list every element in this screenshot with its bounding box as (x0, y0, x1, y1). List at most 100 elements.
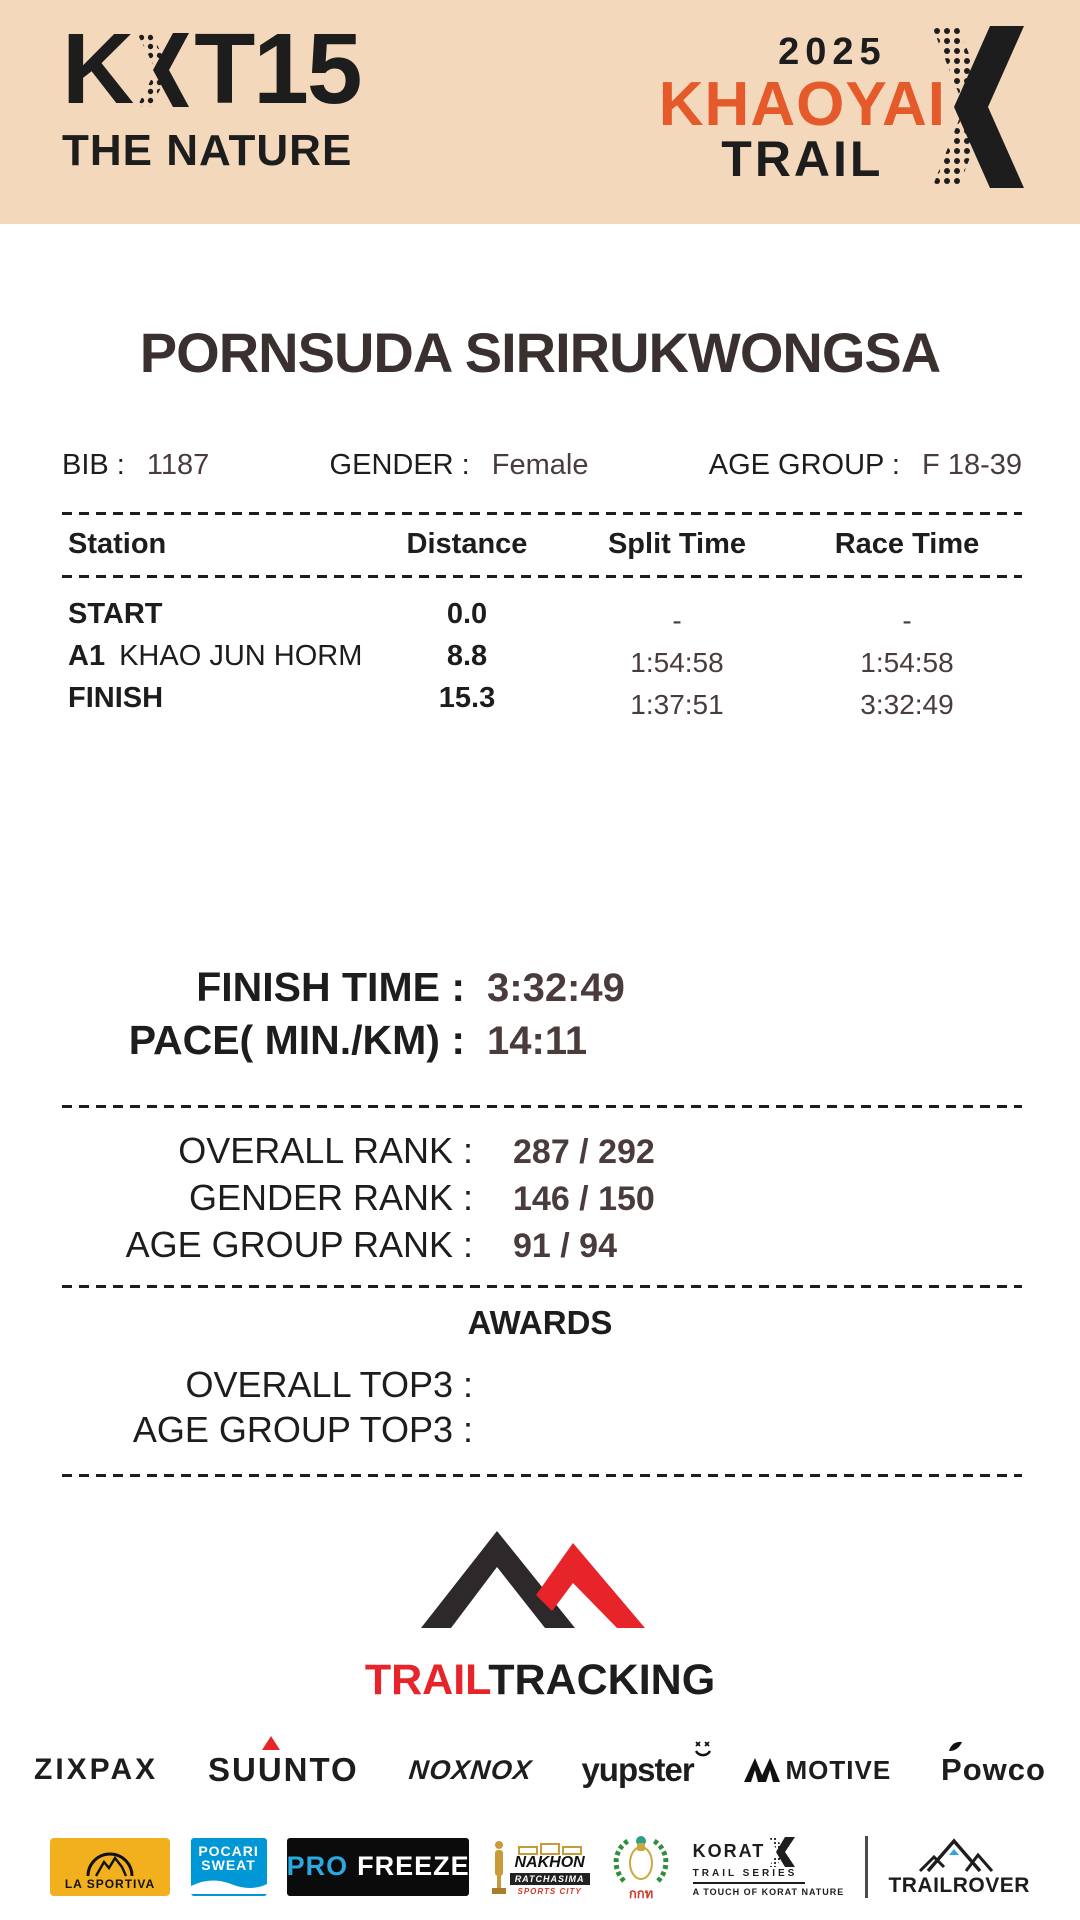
pace-label: PACE( MIN./KM) : (128, 1017, 465, 1063)
kxt15-k: K (62, 13, 134, 125)
pace-value: 14:11 (487, 1019, 588, 1063)
age-group-rank-row: AGE GROUP RANK : 91 / 94 (0, 1222, 1080, 1269)
sports-authority-emblem: กกท (610, 1833, 672, 1900)
yupster-wordmark: yupster (581, 1751, 694, 1788)
divider (62, 1105, 1022, 1108)
khaoyai-text-block: 2025 KHAOYAI TRAIL (659, 31, 946, 184)
sat-thai-text: กกท (628, 1886, 654, 1901)
summary-block: FINISH TIME : 3:32:49 PACE( MIN./KM) : 1… (0, 961, 1080, 1067)
station-name: FINISH (68, 682, 164, 714)
age-group-value: F 18-39 (922, 449, 1022, 481)
sponsor-row-2: LA SPORTIVA POCARI SWEAT PRO FREEZE (50, 1833, 1030, 1900)
motive-wordmark: MOTIVE (785, 1754, 892, 1785)
age-group-top3-label: AGE GROUP TOP3 : (132, 1409, 473, 1450)
la-sportiva-mountain-icon (86, 1852, 134, 1877)
age-group-label: AGE GROUP : (708, 449, 900, 481)
pocari-sweat-logo: POCARI SWEAT (190, 1837, 267, 1896)
powco-logo: Powco (941, 1741, 1046, 1788)
kxt15-subtitle: THE NATURE (62, 126, 353, 175)
table-row-start: START 0.0 - - (62, 598, 1022, 636)
race-time-value: 1:54:58 (860, 647, 954, 678)
yupster-logo: yupster (581, 1741, 711, 1789)
bib-field: BIB : 1187 (62, 449, 209, 482)
nakhon-gate-icon (517, 1842, 582, 1855)
runner-name: PORNSUDA SIRIRUKWONGSA (139, 321, 941, 384)
khaoyai-trail-logo: 2025 KHAOYAI TRAIL (659, 26, 1024, 188)
table-row-a1: A1 KHAO JUN HORM 8.8 1:54:58 1:54:58 (62, 640, 1022, 678)
gender-value: Female (491, 449, 589, 481)
trailtracking-logo: TRAILTRACKING (0, 1527, 1080, 1705)
kxt15-logo: K T15 THE NATURE (62, 13, 363, 176)
suunto-wordmark: SUUNTO (207, 1751, 359, 1788)
korat-wordmark: KORAT (692, 1841, 766, 1861)
la-sportiva-logo: LA SPORTIVA (50, 1837, 170, 1896)
trailtracking-tracking: TRACKING (488, 1656, 716, 1704)
nakhon-line1: NAKHON (514, 1853, 585, 1871)
station-code: A1 (68, 640, 106, 672)
age-group-field: AGE GROUP : F 18-39 (709, 449, 1022, 482)
motive-icon (743, 1758, 780, 1782)
pace-row: PACE( MIN./KM) : 14:11 (0, 1014, 1080, 1067)
divider (62, 1285, 1022, 1288)
nakhon-line2: RATCHASIMA (509, 1872, 590, 1885)
trailtracking-trail: TRAIL (364, 1656, 489, 1704)
divider (62, 1474, 1022, 1477)
pocari-wave-icon (190, 1879, 267, 1894)
khaoyai-name: KHAOYAI (658, 69, 946, 139)
finish-time-label: FINISH TIME : (196, 964, 465, 1010)
age-group-rank-value: 91 / 94 (513, 1227, 617, 1265)
column-split-time: Split Time (607, 528, 747, 560)
trailrover-mountains-icon (919, 1838, 994, 1873)
vertical-divider (864, 1835, 868, 1898)
overall-top3-row: OVERALL TOP3 : (0, 1362, 1080, 1407)
motive-logo: MOTIVE (743, 1754, 892, 1786)
race-time-value: - (902, 605, 912, 636)
overall-rank-label: OVERALL RANK : (178, 1130, 473, 1171)
nakhon-statue-icon (491, 1840, 506, 1894)
overall-rank-row: OVERALL RANK : 287 / 292 (0, 1128, 1080, 1175)
event-header: K T15 THE NATURE 2025 KHAOYAI TRAI (0, 0, 1080, 224)
age-group-rank-label: AGE GROUP RANK : (125, 1224, 473, 1265)
khaoyai-x-icon (932, 26, 1024, 188)
yupster-smiley-icon (694, 1741, 711, 1757)
korat-trail-series-logo: KORAT TRAIL SERIES A TOUCH OF KORAT NATU… (692, 1836, 845, 1897)
column-race-time: Race Time (834, 528, 980, 560)
gender-rank-row: GENDER RANK : 146 / 150 (0, 1175, 1080, 1222)
overall-rank-value: 287 / 292 (513, 1133, 655, 1171)
korat-rule (692, 1881, 805, 1884)
distance-value: 8.8 (446, 640, 488, 672)
pocari-line1: POCARI (198, 1842, 259, 1859)
awards-block: OVERALL TOP3 : AGE GROUP TOP3 : (0, 1362, 1080, 1452)
gender-field: GENDER : Female (330, 449, 589, 482)
awards-title: AWARDS (467, 1304, 613, 1341)
distance-value: 0.0 (446, 598, 488, 630)
table-row-finish: FINISH 15.3 1:37:51 3:32:49 (62, 682, 1022, 720)
split-time-value: - (672, 605, 682, 636)
bib-value: 1187 (146, 449, 210, 481)
pro-freeze-logo: PRO FREEZE (287, 1837, 470, 1896)
korat-tagline: A TOUCH OF KORAT NATURE (692, 1886, 845, 1897)
split-time-value: 1:37:51 (630, 689, 724, 720)
gender-rank-label: GENDER RANK : (188, 1177, 473, 1218)
gender-label: GENDER : (329, 449, 470, 481)
race-time-value: 3:32:49 (860, 689, 954, 720)
trailrover-logo: TRAILROVER (888, 1835, 1030, 1898)
divider (62, 512, 1022, 515)
noxnox-logo: NOXNOX (407, 1754, 534, 1785)
runner-info-row: BIB : 1187 GENDER : Female AGE GROUP : F… (62, 449, 1022, 482)
gender-rank-value: 146 / 150 (513, 1180, 655, 1218)
khaoyai-trail: TRAIL (721, 130, 884, 187)
trailrover-wordmark: TRAILROVER (888, 1874, 1030, 1897)
kxt15-t15: T15 (194, 13, 362, 125)
suunto-logo: SUUNTO (207, 1736, 359, 1789)
column-distance: Distance (406, 528, 528, 560)
sat-wreath-icon (613, 1836, 669, 1883)
nakhon-line3: SPORTS CITY (517, 1886, 582, 1896)
overall-top3-label: OVERALL TOP3 : (185, 1364, 473, 1405)
splits-table-body: START 0.0 - - A1 KHAO JUN HORM 8.8 1:54:5… (0, 598, 1080, 720)
khaoyai-year: 2025 (778, 30, 887, 73)
finish-time-row: FINISH TIME : 3:32:49 (0, 961, 1080, 1014)
nakhon-ratchasima-logo: NAKHON RATCHASIMA SPORTS CITY (490, 1838, 590, 1896)
pro-freeze-freeze: FREEZE (357, 1851, 470, 1881)
